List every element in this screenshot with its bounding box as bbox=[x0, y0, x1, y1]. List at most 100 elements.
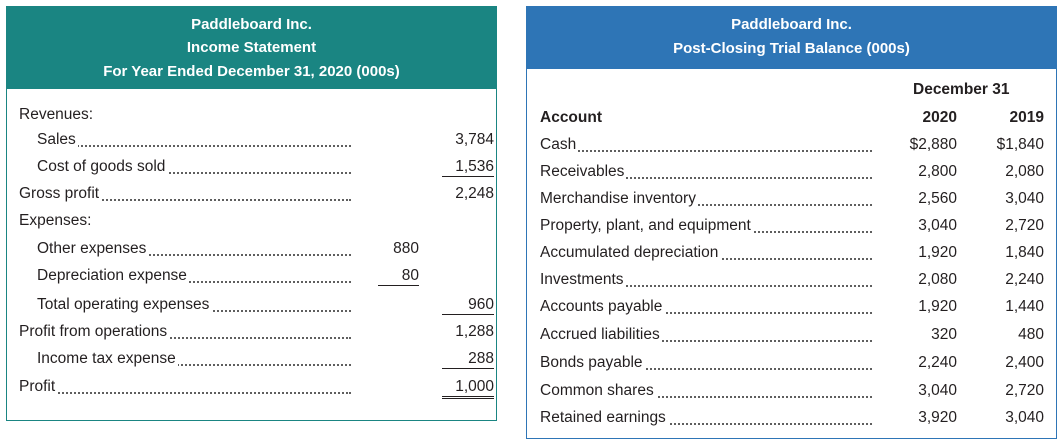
tb-label: Bonds payable bbox=[540, 354, 645, 372]
income-statement-title: Income Statement bbox=[186, 39, 317, 56]
dot-leader bbox=[23, 199, 351, 201]
dot-leader bbox=[23, 337, 351, 339]
income-statement-header: Paddleboard Inc. Income Statement For Ye… bbox=[7, 7, 496, 89]
tb-label: Cash bbox=[540, 136, 579, 154]
is-label: Sales bbox=[37, 131, 78, 149]
tb-value-2019: 1,440 bbox=[1005, 298, 1044, 315]
dot-leader bbox=[542, 177, 872, 179]
tb-value-2020: 3,040 bbox=[918, 382, 957, 399]
tb-value-2019: 3,040 bbox=[1005, 190, 1044, 207]
is-row-revenues: Revenues: bbox=[7, 106, 496, 130]
is-label: Revenues: bbox=[19, 106, 96, 124]
date-header: December 31 bbox=[913, 81, 1010, 98]
tb-value-2019: $1,840 bbox=[996, 136, 1044, 153]
tb-value-2020: 2,800 bbox=[918, 163, 957, 180]
dot-leader bbox=[542, 285, 872, 287]
is-value: 1,288 bbox=[455, 323, 494, 340]
dot-leader bbox=[542, 396, 872, 398]
is-label: Other expenses bbox=[37, 240, 149, 258]
income-statement-panel: Paddleboard Inc. Income Statement For Ye… bbox=[6, 6, 497, 421]
dot-leader bbox=[542, 312, 872, 314]
tb-row-accrued-liabilities: Accrued liabilities 320 480 bbox=[527, 326, 1056, 350]
tb-label: Accounts payable bbox=[540, 298, 665, 316]
tb-value-2019: 480 bbox=[1018, 326, 1044, 343]
tb-row-investments: Investments 2,080 2,240 bbox=[527, 271, 1056, 295]
is-row-cogs: Cost of goods sold 1,536 bbox=[7, 158, 496, 182]
tb-value-2020: 2,240 bbox=[918, 354, 957, 371]
dot-leader bbox=[542, 368, 872, 370]
dot-leader bbox=[41, 254, 351, 256]
is-label: Profit bbox=[19, 378, 58, 396]
is-row-total-opex: Total operating expenses 960 bbox=[7, 296, 496, 320]
is-label: Total operating expenses bbox=[37, 296, 212, 314]
dot-leader bbox=[542, 340, 872, 342]
is-value: 1,000 bbox=[442, 378, 494, 399]
income-statement-company: Paddleboard Inc. bbox=[191, 16, 312, 33]
is-row-other-expenses: Other expenses 880 bbox=[7, 240, 496, 264]
tb-value-2019: 2,080 bbox=[1005, 163, 1044, 180]
is-label: Expenses: bbox=[19, 212, 94, 230]
dot-leader bbox=[41, 364, 351, 366]
dot-leader bbox=[542, 150, 872, 152]
tb-value-2020: 3,040 bbox=[918, 217, 957, 234]
income-statement-period: For Year Ended December 31, 2020 (000s) bbox=[103, 63, 400, 80]
tb-value-2019: 2,400 bbox=[1005, 354, 1044, 371]
tb-label: Receivables bbox=[540, 163, 627, 181]
is-row-gross-profit: Gross profit 2,248 bbox=[7, 185, 496, 209]
year-2019-header: 2019 bbox=[1009, 109, 1044, 126]
tb-value-2020: 2,560 bbox=[918, 190, 957, 207]
dot-leader bbox=[542, 204, 872, 206]
tb-row-receivables: Receivables 2,800 2,080 bbox=[527, 163, 1056, 187]
is-value: 288 bbox=[442, 350, 494, 369]
account-header: Account bbox=[540, 109, 602, 126]
tb-value-2020: 320 bbox=[931, 326, 957, 343]
tb-value-2020: 1,920 bbox=[918, 298, 957, 315]
tb-label: Common shares bbox=[540, 382, 656, 400]
is-row-depreciation: Depreciation expense 80 bbox=[7, 267, 496, 291]
is-value: 880 bbox=[393, 240, 419, 257]
is-value: 3,784 bbox=[455, 131, 494, 148]
year-2020-header: 2020 bbox=[922, 109, 957, 126]
is-value: 2,248 bbox=[455, 185, 494, 202]
tb-row-ppe: Property, plant, and equipment 3,040 2,7… bbox=[527, 217, 1056, 241]
is-row-income-tax: Income tax expense 288 bbox=[7, 350, 496, 374]
tb-row-inventory: Merchandise inventory 2,560 3,040 bbox=[527, 190, 1056, 214]
dot-leader bbox=[542, 423, 872, 425]
tb-row-accounts-payable: Accounts payable 1,920 1,440 bbox=[527, 298, 1056, 322]
trial-balance-header: Paddleboard Inc. Post-Closing Trial Bala… bbox=[527, 7, 1056, 69]
tb-row-cash: Cash $2,880 $1,840 bbox=[527, 136, 1056, 160]
is-label: Depreciation expense bbox=[37, 267, 189, 285]
tb-value-2019: 1,840 bbox=[1005, 244, 1044, 261]
tb-value-2019: 2,240 bbox=[1005, 271, 1044, 288]
tb-row-accum-depreciation: Accumulated depreciation 1,920 1,840 bbox=[527, 244, 1056, 268]
tb-label: Property, plant, and equipment bbox=[540, 217, 753, 235]
is-value: 1,536 bbox=[442, 158, 494, 177]
tb-value-2020: 1,920 bbox=[918, 244, 957, 261]
tb-value-2019: 2,720 bbox=[1005, 217, 1044, 234]
dot-leader bbox=[41, 281, 351, 283]
tb-label: Investments bbox=[540, 271, 626, 289]
tb-label: Merchandise inventory bbox=[540, 190, 698, 208]
trial-balance-panel: Paddleboard Inc. Post-Closing Trial Bala… bbox=[526, 6, 1057, 439]
tb-value-2020: 3,920 bbox=[918, 409, 957, 426]
is-label: Gross profit bbox=[19, 185, 102, 203]
tb-value-2019: 3,040 bbox=[1005, 409, 1044, 426]
tb-label: Accumulated depreciation bbox=[540, 244, 721, 262]
is-row-expenses: Expenses: bbox=[7, 212, 496, 236]
trial-balance-company: Paddleboard Inc. bbox=[731, 16, 852, 33]
tb-value-2020: 2,080 bbox=[918, 271, 957, 288]
tb-label: Accrued liabilities bbox=[540, 326, 662, 344]
tb-row-bonds-payable: Bonds payable 2,240 2,400 bbox=[527, 354, 1056, 378]
tb-value-2020: $2,880 bbox=[909, 136, 957, 153]
tb-label: Retained earnings bbox=[540, 409, 668, 427]
is-value: 80 bbox=[378, 267, 419, 286]
tb-value-2019: 2,720 bbox=[1005, 382, 1044, 399]
tb-row-retained-earnings: Retained earnings 3,920 3,040 bbox=[527, 409, 1056, 433]
is-label: Profit from operations bbox=[19, 323, 170, 341]
is-value: 960 bbox=[442, 296, 494, 315]
dot-leader bbox=[41, 172, 351, 174]
trial-balance-title: Post-Closing Trial Balance (000s) bbox=[673, 40, 910, 57]
dot-leader bbox=[41, 145, 351, 147]
is-row-profit: Profit 1,000 bbox=[7, 378, 496, 402]
is-row-profit-operations: Profit from operations 1,288 bbox=[7, 323, 496, 347]
